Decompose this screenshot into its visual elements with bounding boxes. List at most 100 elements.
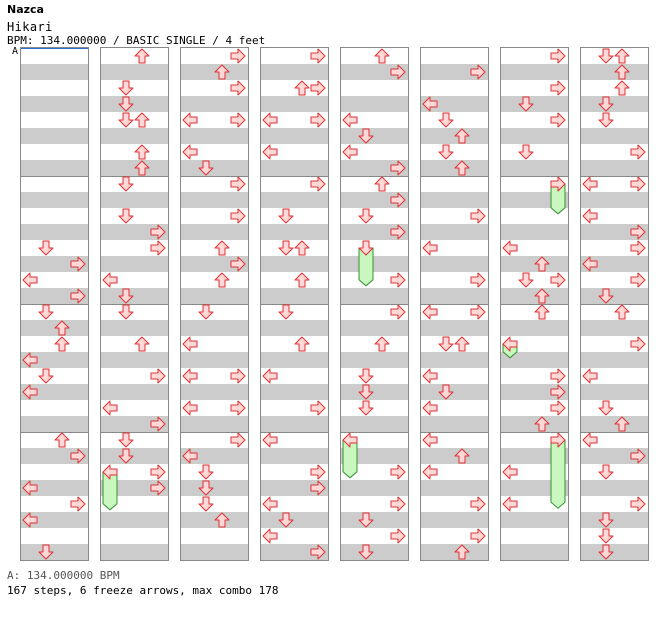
beat-stripe — [421, 192, 488, 208]
beat-stripe — [181, 192, 248, 208]
right-arrow — [470, 496, 486, 512]
beat-stripe — [581, 288, 648, 304]
beat-stripe — [101, 64, 168, 80]
down-arrow — [438, 336, 454, 352]
up-arrow — [454, 336, 470, 352]
left-arrow — [262, 112, 278, 128]
beat-stripe — [261, 192, 328, 208]
up-arrow — [614, 304, 630, 320]
beat-stripe — [501, 128, 568, 144]
left-arrow — [502, 240, 518, 256]
measure-column — [260, 47, 329, 561]
up-arrow — [294, 240, 310, 256]
right-arrow — [230, 368, 246, 384]
freeze-arrow — [550, 432, 566, 509]
beat-stripe — [341, 288, 408, 304]
down-arrow — [598, 528, 614, 544]
freeze-arrow — [342, 432, 358, 479]
beat-stripe — [341, 256, 408, 272]
beat-stripe — [341, 224, 408, 240]
beat-stripe — [21, 288, 88, 304]
beat-stripe — [341, 352, 408, 368]
beat-stripe — [341, 384, 408, 400]
beat-stripe — [101, 384, 168, 400]
column-border — [180, 47, 249, 561]
right-arrow — [550, 400, 566, 416]
column-border — [580, 47, 649, 561]
measure-column — [100, 47, 169, 561]
up-arrow — [134, 336, 150, 352]
left-arrow — [582, 368, 598, 384]
step-stats: 167 steps, 6 freeze arrows, max combo 17… — [7, 584, 279, 597]
beat-stripe — [21, 128, 88, 144]
beat-stripe — [261, 416, 328, 432]
right-arrow — [390, 528, 406, 544]
up-arrow — [614, 80, 630, 96]
beat-stripe — [181, 288, 248, 304]
beat-stripe — [101, 352, 168, 368]
right-arrow — [470, 208, 486, 224]
beat-stripe — [581, 448, 648, 464]
beat-stripe — [261, 480, 328, 496]
right-arrow — [630, 336, 646, 352]
freeze-arrow — [358, 240, 374, 287]
left-arrow — [422, 304, 438, 320]
beat-stripe — [181, 416, 248, 432]
left-arrow — [22, 272, 38, 288]
up-arrow — [134, 144, 150, 160]
right-arrow — [230, 176, 246, 192]
beat-stripe — [181, 480, 248, 496]
beat-stripe — [181, 320, 248, 336]
right-arrow — [230, 432, 246, 448]
beat-stripe — [261, 96, 328, 112]
beat-stripe — [21, 416, 88, 432]
beat-stripe — [501, 64, 568, 80]
down-arrow — [198, 496, 214, 512]
right-arrow — [470, 304, 486, 320]
down-arrow — [438, 112, 454, 128]
right-arrow — [470, 528, 486, 544]
right-arrow — [630, 176, 646, 192]
beat-stripe — [421, 256, 488, 272]
beat-stripe — [181, 256, 248, 272]
beat-stripe — [421, 96, 488, 112]
beat-stripe — [581, 320, 648, 336]
left-arrow — [342, 112, 358, 128]
beat-stripe — [21, 384, 88, 400]
down-arrow — [278, 304, 294, 320]
up-arrow — [214, 272, 230, 288]
down-arrow — [518, 144, 534, 160]
up-arrow — [374, 48, 390, 64]
beat-stripe — [101, 448, 168, 464]
column-border — [340, 47, 409, 561]
beat-stripe — [101, 96, 168, 112]
down-arrow — [358, 400, 374, 416]
song-title: Hikari — [7, 20, 53, 34]
beat-stripe — [341, 320, 408, 336]
beat-stripe — [501, 320, 568, 336]
chart-info: BPM: 134.000000 / BASIC SINGLE / 4 feet — [7, 34, 266, 47]
beat-stripe — [101, 288, 168, 304]
right-arrow — [150, 464, 166, 480]
left-arrow — [262, 144, 278, 160]
left-arrow — [582, 432, 598, 448]
right-arrow — [630, 240, 646, 256]
beat-stripe — [581, 384, 648, 400]
left-arrow — [502, 496, 518, 512]
beat-stripe — [101, 256, 168, 272]
beat-stripe — [421, 320, 488, 336]
column-border — [100, 47, 169, 561]
right-arrow — [630, 496, 646, 512]
left-arrow — [422, 368, 438, 384]
beat-stripe — [581, 224, 648, 240]
beat-stripe — [181, 352, 248, 368]
beat-stripe — [341, 64, 408, 80]
beat-stripe — [421, 512, 488, 528]
down-arrow — [598, 112, 614, 128]
beat-stripe — [421, 224, 488, 240]
down-arrow — [278, 208, 294, 224]
left-arrow — [262, 528, 278, 544]
right-arrow — [230, 48, 246, 64]
right-arrow — [230, 112, 246, 128]
beat-stripe — [261, 320, 328, 336]
